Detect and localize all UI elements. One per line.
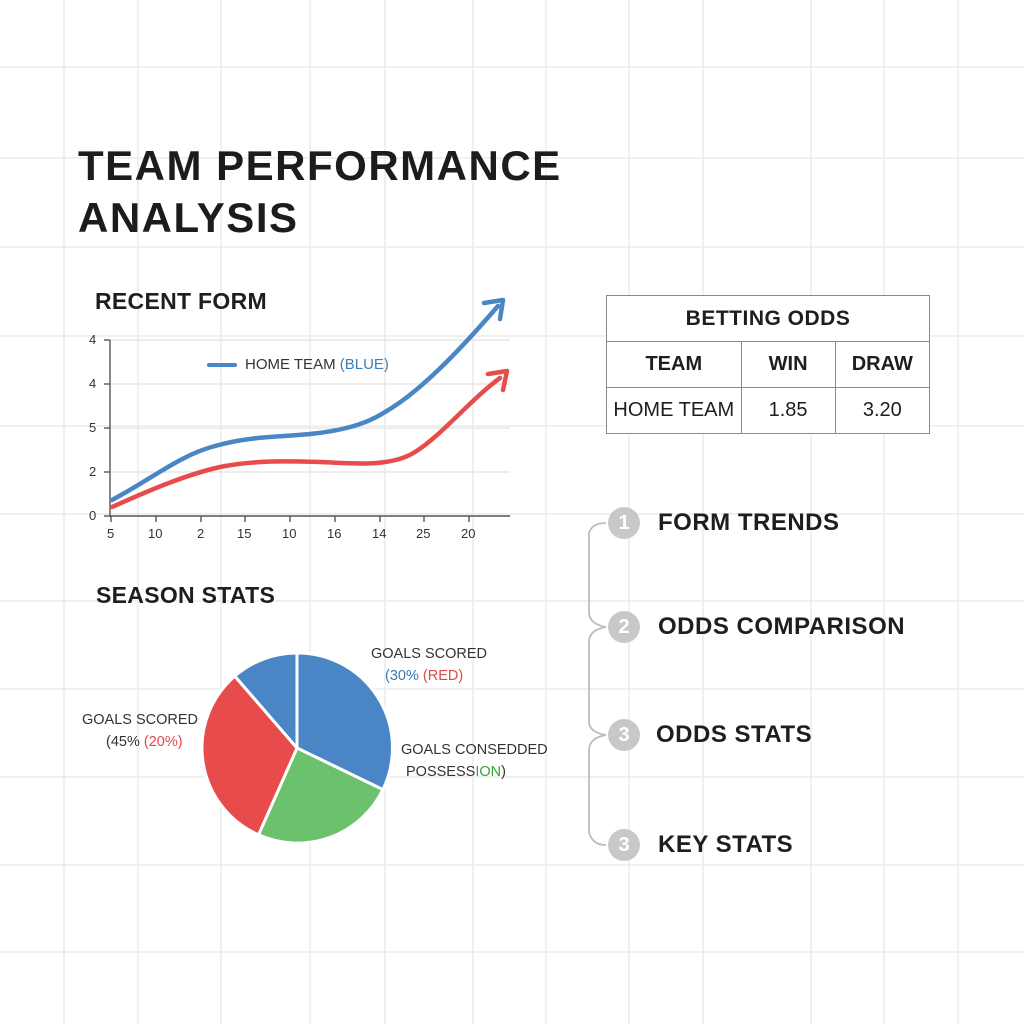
- step-number-badge: 1: [608, 507, 640, 539]
- x-tick-label: 10: [282, 526, 297, 541]
- betting-odds-caption: BETTING ODDS: [606, 295, 930, 342]
- series-red-line: [109, 375, 503, 510]
- column-header-draw: DRAW: [834, 341, 931, 388]
- x-tick-label: 15: [237, 526, 252, 541]
- page-title-line-2: ANALYSIS: [78, 194, 299, 241]
- pie-label-left: GOALS SCORED (45% (20%): [82, 709, 198, 753]
- pie-label-right-part-c: ): [501, 764, 506, 780]
- pie-slice-red: [200, 674, 299, 837]
- y-tick-label: 0: [89, 508, 97, 523]
- y-tick-label: 4: [89, 376, 97, 391]
- step-label: FORM TRENDS: [658, 509, 840, 536]
- pie-label-right: GOALS CONSEDDED POSSESSION): [401, 739, 548, 783]
- season-stats-pie: [200, 651, 394, 845]
- pie-label-top-right: GOALS SCORED (30% (RED): [371, 643, 487, 687]
- season-stats-heading: SEASON STATS: [96, 582, 276, 608]
- step-item-form-trends[interactable]: 1 FORM TRENDS: [608, 507, 840, 539]
- recent-form-heading: RECENT FORM: [95, 288, 267, 314]
- pie-label-top-right-detail: (30% (RED): [371, 665, 487, 687]
- series-blue-arrowhead: [481, 297, 506, 322]
- pie-label-right-part-a: POSSESS: [406, 764, 476, 780]
- series-red-arrowhead: [485, 368, 510, 393]
- y-tick-label: 5: [89, 420, 97, 435]
- cell-draw-odds: 3.20: [834, 387, 931, 434]
- pie-label-right-title: GOALS CONSEDDED: [401, 742, 548, 758]
- x-tick-label: 14: [372, 526, 387, 541]
- y-tick-label: 2: [89, 464, 97, 479]
- step-label: ODDS STATS: [656, 721, 813, 748]
- step-number-badge: 3: [608, 829, 640, 861]
- betting-odds-table: BETTING ODDS TEAM WIN DRAW HOME TEAM 1.8…: [606, 295, 931, 434]
- x-tick-label: 5: [107, 526, 115, 541]
- x-tick-label: 2: [197, 526, 205, 541]
- y-tick-label: 4: [89, 332, 97, 347]
- pie-label-left-title: GOALS SCORED: [82, 712, 199, 728]
- table-row: HOME TEAM 1.85 3.20: [606, 387, 931, 434]
- step-label: ODDS COMPARISON: [658, 613, 906, 640]
- cell-team: HOME TEAM: [606, 387, 742, 434]
- steps-bracket-connector: [588, 522, 607, 846]
- legend-swatch-blue: [207, 362, 237, 367]
- pie-slice-green: [257, 746, 385, 845]
- pie-label-left-detail: (45% (20%): [82, 731, 198, 753]
- cell-win-odds: 1.85: [740, 387, 836, 434]
- table-header-row: TEAM WIN DRAW: [606, 341, 931, 388]
- step-number-badge: 3: [608, 719, 640, 751]
- step-item-key-stats[interactable]: 3 KEY STATS: [608, 829, 793, 861]
- pie-slice-blue-small: [233, 651, 299, 750]
- series-blue-line: [109, 303, 501, 503]
- x-tick-label: 25: [416, 526, 431, 541]
- pie-label-top-right-color: (RED): [422, 668, 464, 684]
- step-number-badge: 2: [608, 611, 640, 643]
- x-tick-label: 20: [461, 526, 476, 541]
- legend-label: HOME TEAM (BLUE): [245, 356, 389, 373]
- step-item-odds-stats[interactable]: 3 ODDS STATS: [608, 719, 812, 751]
- column-header-team: TEAM: [606, 341, 742, 388]
- pie-label-right-part-b: ION: [475, 764, 502, 780]
- x-tick-label: 10: [148, 526, 163, 541]
- pie-label-left-pct: (45%: [106, 734, 140, 750]
- legend-label-highlight: (BLUE): [339, 356, 389, 373]
- pie-label-left-color: (20%): [143, 734, 183, 750]
- legend-label-text: HOME TEAM: [245, 356, 336, 373]
- pie-slice-blue-large: [295, 651, 394, 792]
- step-item-odds-comparison[interactable]: 2 ODDS COMPARISON: [608, 611, 905, 643]
- pie-label-top-right-pct: (30%: [385, 668, 419, 684]
- page-title: TEAM PERFORMANCE ANALYSIS: [78, 140, 562, 244]
- step-label: KEY STATS: [658, 831, 794, 858]
- page-title-line-1: TEAM PERFORMANCE: [78, 142, 562, 189]
- x-tick-label: 16: [327, 526, 342, 541]
- pie-label-right-detail: POSSESSION): [401, 761, 548, 783]
- column-header-win: WIN: [740, 341, 836, 388]
- pie-label-top-right-title: GOALS SCORED: [371, 646, 488, 662]
- chart-legend: HOME TEAM (BLUE): [207, 356, 389, 373]
